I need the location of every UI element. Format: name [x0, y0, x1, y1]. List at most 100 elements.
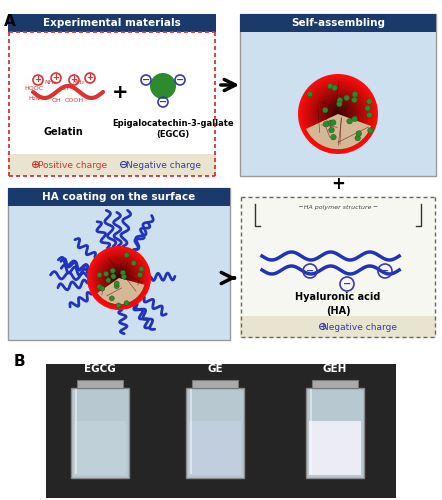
- Wedge shape: [306, 114, 371, 149]
- Text: −: −: [343, 279, 351, 289]
- Circle shape: [356, 130, 362, 136]
- Circle shape: [336, 112, 340, 116]
- Circle shape: [106, 278, 111, 283]
- Circle shape: [311, 87, 365, 141]
- Circle shape: [304, 80, 372, 148]
- Text: +: +: [87, 74, 94, 82]
- Circle shape: [300, 76, 376, 152]
- Circle shape: [117, 276, 121, 280]
- Text: ─ HA polymer structure ─: ─ HA polymer structure ─: [298, 206, 377, 210]
- Circle shape: [366, 98, 372, 104]
- Circle shape: [92, 251, 146, 305]
- Text: +: +: [71, 76, 77, 84]
- Bar: [240, 196, 436, 338]
- Text: Epigalocatechin-3-gallate
(EGCG): Epigalocatechin-3-gallate (EGCG): [112, 120, 234, 139]
- Wedge shape: [98, 278, 145, 304]
- Circle shape: [110, 269, 128, 287]
- Text: −: −: [159, 97, 167, 107]
- Bar: [309, 421, 361, 475]
- Text: OH: OH: [51, 98, 61, 102]
- Bar: [240, 14, 436, 32]
- Bar: [192, 380, 238, 388]
- Circle shape: [328, 104, 348, 124]
- Circle shape: [321, 97, 355, 131]
- Text: −: −: [306, 266, 314, 276]
- Circle shape: [317, 93, 359, 135]
- Text: −: −: [176, 75, 184, 85]
- Text: Hyaluronic acid
(HA): Hyaluronic acid (HA): [295, 292, 381, 316]
- Circle shape: [337, 113, 339, 115]
- Circle shape: [124, 252, 129, 258]
- Circle shape: [114, 281, 119, 286]
- Text: Self-assembling: Self-assembling: [291, 18, 385, 28]
- Circle shape: [93, 252, 145, 304]
- Circle shape: [95, 254, 143, 302]
- Text: ⊕: ⊕: [31, 160, 41, 170]
- Circle shape: [99, 258, 139, 298]
- Circle shape: [307, 92, 312, 97]
- Circle shape: [121, 270, 126, 275]
- Circle shape: [331, 120, 336, 126]
- Circle shape: [347, 118, 352, 124]
- Bar: [8, 188, 230, 206]
- Circle shape: [320, 96, 356, 132]
- Circle shape: [90, 249, 148, 307]
- Bar: [240, 316, 436, 338]
- Circle shape: [302, 78, 374, 150]
- Circle shape: [367, 112, 372, 118]
- Circle shape: [319, 95, 357, 133]
- Bar: [8, 14, 216, 32]
- Circle shape: [352, 116, 358, 121]
- Bar: [8, 188, 230, 340]
- Bar: [189, 421, 241, 475]
- Circle shape: [316, 92, 360, 136]
- Circle shape: [326, 102, 350, 126]
- Bar: [240, 14, 436, 176]
- Circle shape: [333, 109, 343, 119]
- Circle shape: [97, 284, 102, 290]
- Circle shape: [352, 92, 358, 97]
- Circle shape: [101, 260, 137, 296]
- Circle shape: [303, 79, 373, 149]
- Text: +: +: [331, 175, 345, 193]
- Circle shape: [96, 255, 142, 301]
- Circle shape: [332, 108, 344, 120]
- Circle shape: [344, 95, 350, 100]
- Circle shape: [314, 90, 362, 138]
- Circle shape: [111, 270, 127, 286]
- Circle shape: [325, 101, 351, 127]
- Circle shape: [109, 268, 129, 288]
- Text: H₂N: H₂N: [28, 96, 40, 102]
- Circle shape: [139, 266, 144, 272]
- Circle shape: [351, 97, 357, 102]
- Circle shape: [310, 86, 366, 142]
- Circle shape: [122, 274, 126, 279]
- Circle shape: [100, 286, 105, 291]
- Bar: [74, 421, 126, 475]
- Circle shape: [100, 259, 138, 297]
- Circle shape: [108, 267, 130, 289]
- Circle shape: [131, 260, 136, 266]
- Text: NH₂: NH₂: [44, 80, 56, 86]
- Text: HA coating on the surface: HA coating on the surface: [42, 192, 196, 202]
- Circle shape: [91, 250, 147, 306]
- Bar: [8, 154, 216, 176]
- Circle shape: [313, 89, 363, 139]
- Circle shape: [104, 263, 134, 293]
- Bar: [240, 14, 436, 176]
- Circle shape: [330, 106, 346, 122]
- Text: OH: OH: [59, 86, 69, 92]
- Circle shape: [150, 73, 176, 99]
- Text: +: +: [112, 82, 128, 102]
- Text: GEH: GEH: [323, 364, 347, 374]
- Text: +: +: [34, 76, 42, 84]
- Text: −: −: [381, 266, 389, 276]
- Circle shape: [322, 98, 354, 130]
- Circle shape: [337, 98, 343, 103]
- Circle shape: [331, 107, 345, 121]
- Bar: [186, 388, 244, 478]
- Circle shape: [336, 101, 342, 107]
- Circle shape: [327, 103, 349, 125]
- Circle shape: [331, 134, 336, 140]
- Text: Negative charge: Negative charge: [126, 160, 201, 170]
